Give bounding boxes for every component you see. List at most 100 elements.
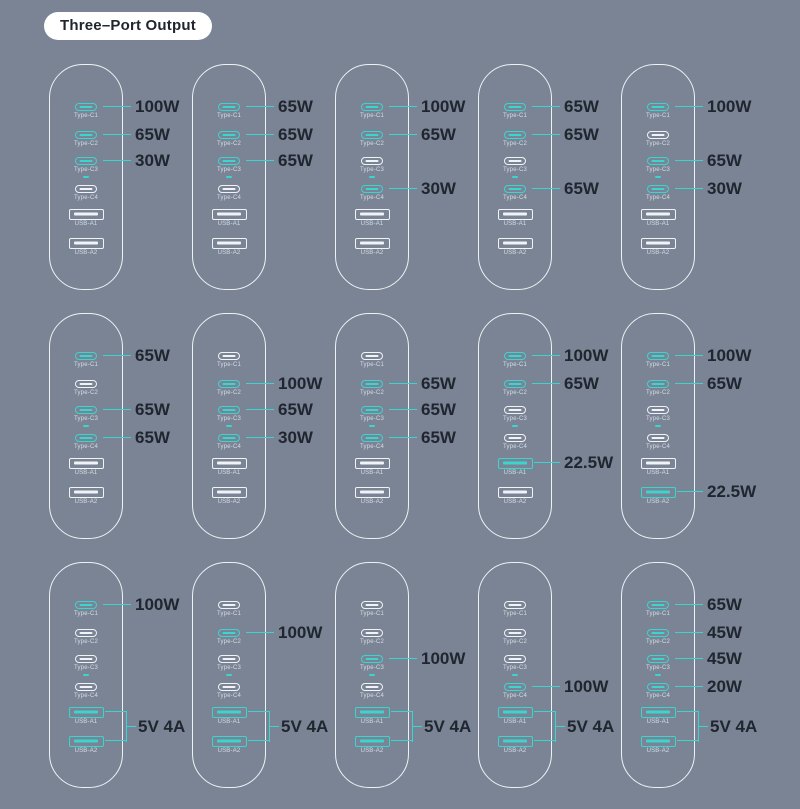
port-label: Type-C2	[502, 140, 528, 147]
watt-label-c2: 65W	[421, 374, 456, 393]
port-pin-icon	[222, 437, 236, 439]
c3-indicator-dash	[226, 175, 232, 178]
watt-label-c3: 65W	[707, 151, 742, 170]
port-usb-a1: USB-A1	[478, 706, 552, 727]
port-label: Type-C1	[502, 112, 528, 119]
usb-bracket-stub	[699, 725, 708, 727]
port-label: Type-C2	[502, 389, 528, 396]
port-pin-icon	[508, 355, 522, 357]
usb-a-port-icon	[354, 706, 390, 718]
port-label: Type-C4	[645, 194, 671, 201]
port-label: Type-C2	[216, 638, 242, 645]
c3-indicator-dash	[512, 424, 518, 427]
port-label: USB-A1	[74, 221, 98, 227]
watt-label-c3: 65W	[278, 400, 313, 419]
watt-label-c1: 65W	[135, 346, 170, 365]
type-c-port-icon	[361, 655, 383, 663]
port-pin-icon	[365, 632, 379, 634]
charger-panel-15: Type-C1 65W Type-C2 45W Type-C3 45W Type-C4 20W…	[616, 560, 759, 809]
port-type-c4: Type-C4	[192, 434, 266, 451]
port-label: Type-C1	[73, 361, 99, 368]
port-type-c2: Type-C2	[192, 629, 266, 646]
leader-line-c4	[675, 188, 703, 189]
type-c-port-icon	[361, 380, 383, 388]
usb-a-port-icon	[354, 208, 390, 220]
usb-a-port-icon	[211, 706, 247, 718]
usb-bracket-line-a2	[534, 740, 556, 741]
leader-line-c1	[246, 106, 274, 107]
type-c-port-icon	[647, 601, 669, 609]
port-type-c4: Type-C4	[621, 185, 695, 202]
port-usb-a1: USB-A1	[192, 208, 266, 229]
port-pin-icon	[222, 658, 236, 660]
port-type-c3: Type-C3	[478, 157, 552, 178]
charger-grid: Type-C1 100W Type-C2 65W Type-C3 30W Type-C4 US…	[44, 62, 800, 809]
port-pin-icon	[651, 658, 665, 660]
port-pin-icon	[217, 212, 241, 216]
port-label: Type-C2	[73, 140, 99, 147]
leader-line-c2	[246, 383, 274, 384]
c3-indicator-dash	[226, 424, 232, 427]
port-label: USB-A1	[360, 719, 384, 725]
port-pin-icon	[217, 461, 241, 465]
leader-line-c3	[675, 160, 703, 161]
type-c-port-icon	[361, 629, 383, 637]
port-pin-icon	[508, 658, 522, 660]
port-label: Type-C3	[645, 166, 671, 173]
port-pin-icon	[222, 409, 236, 411]
charger-panel-14: Type-C1 Type-C2 Type-C3 Type-C4 100W USB-A1 US…	[473, 560, 616, 809]
watt-label-c2: 65W	[135, 125, 170, 144]
type-c-port-icon	[647, 434, 669, 442]
port-type-c1: Type-C1	[192, 352, 266, 369]
port-type-c1: Type-C1	[478, 103, 552, 120]
type-c-port-icon	[361, 157, 383, 165]
usb-bracket-line-a2	[248, 740, 270, 741]
port-label: USB-A2	[217, 748, 241, 754]
charger-body-outline	[478, 562, 552, 788]
leader-line-c3	[246, 409, 274, 410]
type-c-port-icon	[504, 185, 526, 193]
port-pin-icon	[222, 188, 236, 190]
charger-body-outline	[192, 313, 266, 539]
port-usb-a2: USB-A2	[621, 486, 695, 507]
port-label: Type-C2	[645, 140, 671, 147]
watt-label-a2: 22.5W	[707, 482, 757, 501]
port-label: Type-C1	[502, 361, 528, 368]
port-pin-icon	[651, 632, 665, 634]
port-type-c4: Type-C4	[192, 185, 266, 202]
port-pin-icon	[646, 241, 670, 245]
c3-indicator-dash	[512, 175, 518, 178]
usb-bracket-stub	[270, 725, 279, 727]
usb-a-port-icon	[497, 706, 533, 718]
port-type-c4: Type-C4	[49, 434, 123, 451]
port-pin-icon	[360, 490, 384, 494]
usb-bracket-line-a1	[391, 711, 413, 712]
leader-line-c2	[675, 383, 703, 384]
port-pin-icon	[508, 632, 522, 634]
port-pin-icon	[651, 160, 665, 162]
c3-indicator-dash	[83, 424, 89, 427]
port-label: Type-C3	[73, 166, 99, 173]
type-c-port-icon	[647, 157, 669, 165]
leader-line-c3	[675, 658, 703, 659]
charger-panel-3: Type-C1 100W Type-C2 65W Type-C3 Type-C4 30W US…	[330, 62, 473, 311]
type-c-port-icon	[361, 601, 383, 609]
port-usb-a1: USB-A1	[335, 457, 409, 478]
usb-a-port-icon	[354, 486, 390, 498]
charger-panel-11: Type-C1 100W Type-C2 Type-C3 Type-C4 USB-A1 US…	[44, 560, 187, 809]
port-pin-icon	[365, 658, 379, 660]
port-label: Type-C3	[359, 664, 385, 671]
port-pin-icon	[217, 241, 241, 245]
type-c-port-icon	[75, 629, 97, 637]
port-type-c3: Type-C3	[335, 406, 409, 427]
type-c-port-icon	[647, 103, 669, 111]
port-label: USB-A2	[74, 250, 98, 256]
watt-label-c4: 65W	[421, 428, 456, 447]
type-c-port-icon	[361, 406, 383, 414]
port-type-c2: Type-C2	[621, 131, 695, 148]
type-c-port-icon	[504, 157, 526, 165]
type-c-port-icon	[361, 103, 383, 111]
port-label: Type-C3	[73, 415, 99, 422]
type-c-port-icon	[75, 157, 97, 165]
watt-label-c3: 65W	[135, 400, 170, 419]
